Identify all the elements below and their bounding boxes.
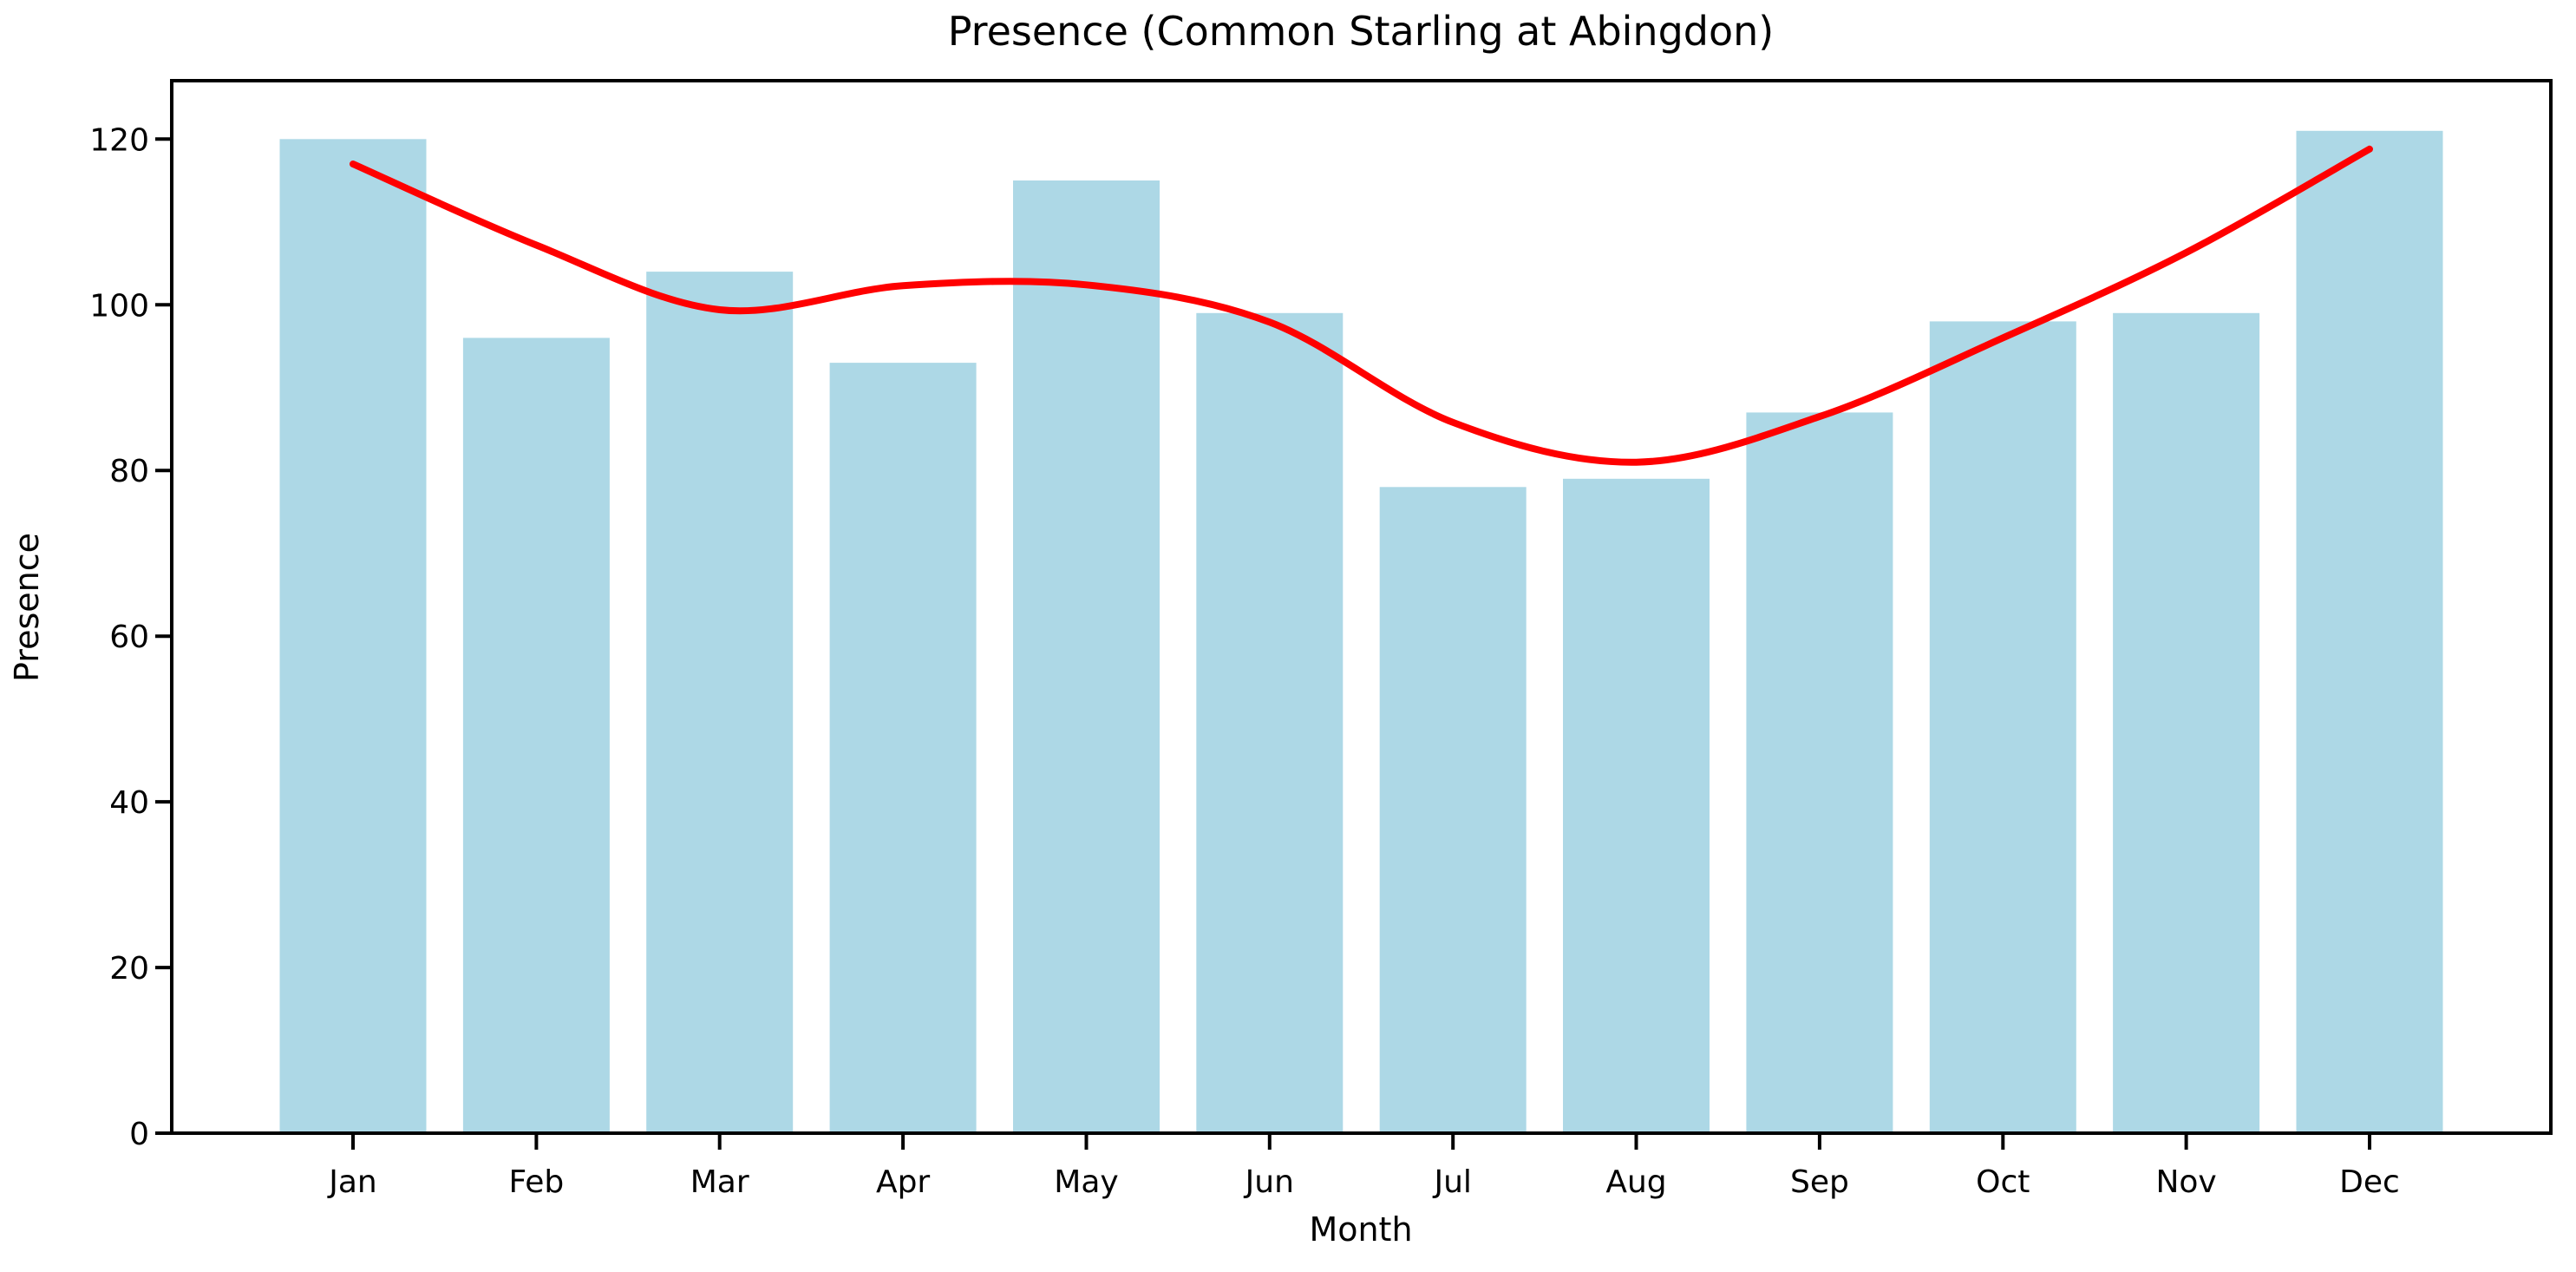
- y-tick-label-40: 40: [109, 785, 149, 821]
- x-tick-label-dec: Dec: [2339, 1164, 2400, 1200]
- x-tick-label-feb: Feb: [509, 1164, 565, 1200]
- chart-title: Presence (Common Starling at Abingdon): [948, 8, 1774, 55]
- bar-may: [1013, 180, 1160, 1133]
- bar-aug: [1563, 478, 1710, 1133]
- x-tick-label-nov: Nov: [2155, 1164, 2216, 1200]
- bar-dec: [2296, 130, 2443, 1133]
- bar-nov: [2113, 312, 2260, 1133]
- x-tick-label-aug: Aug: [1605, 1164, 1666, 1200]
- y-tick-label-100: 100: [89, 288, 149, 324]
- x-tick-label-jul: Jul: [1432, 1164, 1471, 1200]
- bar-jan: [279, 139, 427, 1133]
- tick-labels-layer: 0 20 40 60 80 100 120 Jan Feb Mar Apr May Jun Jul Aug S…: [89, 122, 2400, 1200]
- x-tick-label-may: May: [1054, 1164, 1118, 1200]
- axes-layer: [170, 79, 2553, 1135]
- bar-sep: [1746, 412, 1893, 1133]
- bar-apr: [829, 363, 977, 1134]
- y-tick-label-120: 120: [89, 122, 149, 158]
- bar-jun: [1196, 312, 1344, 1133]
- trend-line-layer: [350, 145, 2373, 466]
- x-tick-label-apr: Apr: [876, 1164, 930, 1200]
- y-tick-label-20: 20: [109, 951, 149, 987]
- bars-layer: [279, 130, 2443, 1134]
- ticks-layer: [155, 137, 2371, 1150]
- bar-mar: [646, 272, 794, 1134]
- y-tick-label-60: 60: [109, 620, 149, 655]
- x-tick-label-mar: Mar: [690, 1164, 749, 1200]
- bar-jul: [1379, 487, 1527, 1133]
- bar-oct: [1929, 321, 2076, 1133]
- smoothed-trend-line: [350, 145, 2373, 466]
- x-axis-label: Month: [1309, 1210, 1412, 1249]
- y-axis-label: Presence: [8, 533, 46, 682]
- y-tick-label-0: 0: [129, 1117, 149, 1152]
- x-tick-label-sep: Sep: [1790, 1164, 1849, 1200]
- x-tick-label-jan: Jan: [327, 1164, 377, 1200]
- x-tick-label-jun: Jun: [1244, 1164, 1294, 1200]
- axes-spines: [170, 79, 2553, 1135]
- bar-feb: [462, 338, 610, 1133]
- x-tick-label-oct: Oct: [1976, 1164, 2030, 1200]
- y-tick-label-80: 80: [109, 454, 149, 489]
